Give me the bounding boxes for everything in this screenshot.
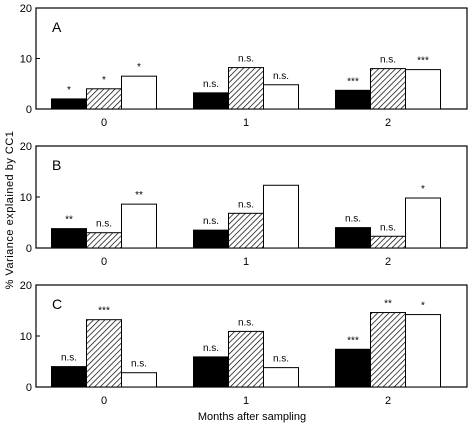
significance-label: ** — [65, 215, 73, 226]
bar-solid — [335, 89, 371, 110]
x-tick-label: 1 — [243, 117, 249, 129]
y-tick-label: 20 — [20, 3, 32, 15]
significance-label: n.s. — [96, 219, 112, 230]
bar-open — [263, 184, 299, 249]
y-tick-label: 20 — [20, 141, 32, 153]
significance-label: n.s. — [203, 343, 219, 354]
significance-label: * — [421, 301, 425, 312]
y-tick-label: 10 — [20, 192, 32, 204]
significance-label: *** — [347, 335, 359, 346]
x-tick-label: 2 — [385, 395, 391, 407]
y-tick-label: 10 — [20, 331, 32, 343]
significance-label: n.s. — [238, 199, 254, 210]
panel-c: C 0 10 20 0 1 2 n.s. n.s. *** *** n.s. ** n.s. n.s. * — [20, 280, 468, 407]
bar-open — [263, 84, 299, 110]
y-tick-label: 0 — [26, 382, 32, 394]
bar-hatched — [370, 235, 406, 249]
significance-label: n.s. — [203, 216, 219, 227]
x-tick-label: 2 — [385, 117, 391, 129]
bar-solid — [193, 356, 229, 388]
bar-open — [405, 314, 441, 388]
significance-label: ** — [135, 190, 143, 201]
y-tick-label: 0 — [26, 243, 32, 255]
significance-label: * — [102, 75, 106, 86]
bar-hatched — [370, 68, 406, 110]
y-axis-label: % Variance explained by CC1 — [4, 131, 16, 290]
bar-solid — [335, 227, 371, 249]
x-tick-label: 0 — [101, 256, 107, 268]
significance-label: n.s. — [273, 71, 289, 82]
significance-label: n.s. — [380, 55, 396, 66]
significance-label: n.s. — [203, 79, 219, 90]
bar-solid — [51, 98, 87, 110]
y-tick-label: 10 — [20, 54, 32, 66]
y-tick-label: 0 — [26, 104, 32, 116]
panel-letter: B — [52, 157, 61, 173]
x-tick-label: 1 — [243, 395, 249, 407]
bar-solid — [193, 229, 229, 249]
significance-label: n.s. — [238, 54, 254, 65]
significance-label: n.s. — [61, 353, 77, 364]
y-tick-label: 20 — [20, 280, 32, 292]
bar-hatched — [86, 88, 122, 110]
panel-letter: A — [52, 19, 62, 35]
significance-label: * — [137, 62, 141, 73]
bar-hatched — [86, 319, 122, 388]
significance-label: *** — [417, 56, 429, 67]
bar-solid — [335, 348, 371, 388]
significance-label: *** — [347, 76, 359, 87]
bar-hatched — [228, 330, 264, 388]
bar-open — [121, 372, 157, 388]
significance-label: *** — [98, 306, 110, 317]
significance-label: n.s. — [131, 359, 147, 370]
bar-open — [405, 69, 441, 110]
bar-solid — [193, 92, 229, 110]
bar-hatched — [86, 232, 122, 249]
significance-label: n.s. — [238, 317, 254, 328]
bar-open — [121, 203, 157, 249]
bar-hatched — [228, 212, 264, 249]
x-tick-label: 0 — [101, 395, 107, 407]
significance-label: n.s. — [273, 354, 289, 365]
bar-open — [263, 367, 299, 388]
significance-label: * — [67, 85, 71, 96]
bar-hatched — [370, 312, 406, 388]
bar-hatched — [228, 67, 264, 110]
x-tick-label: 1 — [243, 256, 249, 268]
bar-solid — [51, 366, 87, 388]
x-tick-label: 0 — [101, 117, 107, 129]
panel-letter: C — [52, 296, 62, 312]
x-axis-label: Months after sampling — [198, 411, 306, 423]
bar-solid — [51, 228, 87, 249]
significance-label: ** — [384, 299, 392, 310]
significance-label: * — [421, 184, 425, 195]
significance-label: n.s. — [345, 214, 361, 225]
bar-open — [405, 197, 441, 249]
x-tick-label: 2 — [385, 256, 391, 268]
bar-open — [121, 75, 157, 110]
significance-label: n.s. — [380, 222, 396, 233]
